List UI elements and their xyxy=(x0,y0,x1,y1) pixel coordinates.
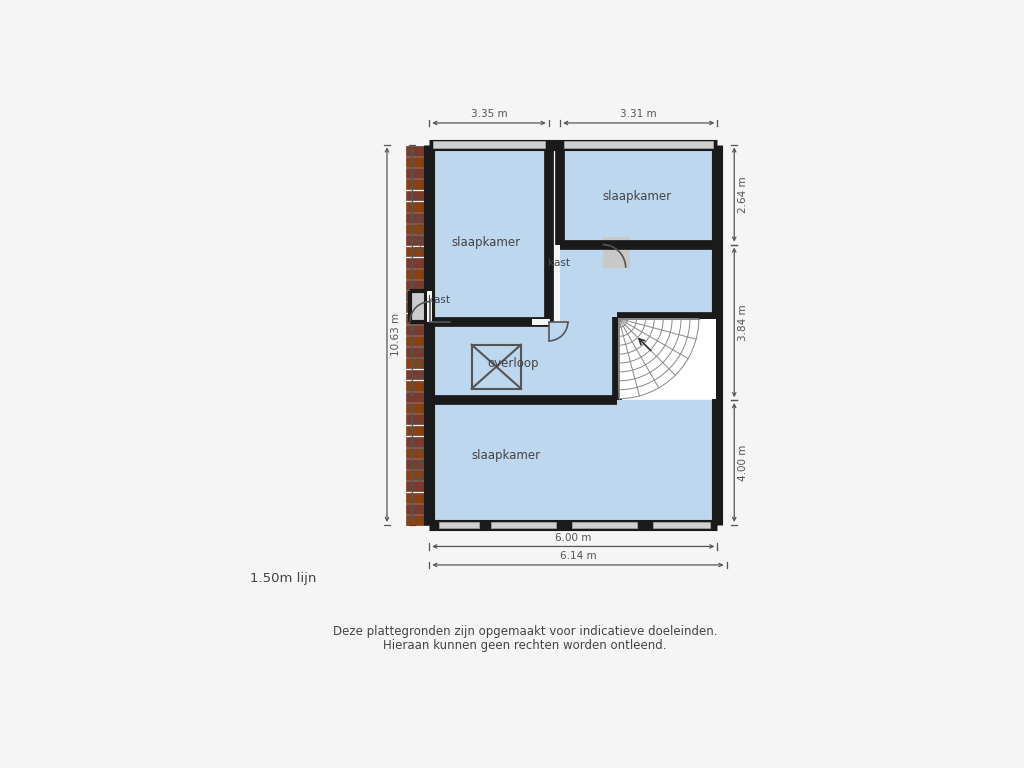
Text: 6.14 m: 6.14 m xyxy=(560,551,596,561)
Text: 4.00 m: 4.00 m xyxy=(416,215,426,251)
Bar xyxy=(407,269,429,279)
Bar xyxy=(407,247,429,257)
Polygon shape xyxy=(602,237,630,268)
Text: slaapkamer: slaapkamer xyxy=(452,236,521,249)
Bar xyxy=(407,482,429,492)
Polygon shape xyxy=(438,521,479,528)
Bar xyxy=(407,303,429,313)
Text: 10.63 m: 10.63 m xyxy=(391,313,400,356)
Bar xyxy=(407,213,429,223)
Text: 4.00 m: 4.00 m xyxy=(738,445,749,481)
Bar xyxy=(407,381,429,391)
Bar xyxy=(407,235,429,245)
Bar xyxy=(407,224,429,234)
Bar xyxy=(407,493,429,502)
Text: slaapkamer: slaapkamer xyxy=(471,449,540,462)
Text: 3.35 m: 3.35 m xyxy=(471,109,507,119)
Bar xyxy=(407,359,429,369)
Bar xyxy=(407,336,429,346)
Bar xyxy=(407,415,429,424)
Polygon shape xyxy=(429,245,717,400)
Bar xyxy=(407,403,429,413)
Bar xyxy=(407,180,429,189)
Polygon shape xyxy=(531,319,550,325)
Bar xyxy=(407,157,429,167)
Text: overloop: overloop xyxy=(487,356,539,369)
Polygon shape xyxy=(652,521,710,528)
Bar xyxy=(407,291,429,301)
Text: 2.64 m: 2.64 m xyxy=(738,177,749,213)
Polygon shape xyxy=(427,291,432,322)
Polygon shape xyxy=(560,144,717,245)
Text: 2.39 m: 2.39 m xyxy=(416,343,426,379)
Bar xyxy=(407,347,429,357)
Bar xyxy=(407,437,429,446)
Bar xyxy=(407,504,429,514)
Bar xyxy=(407,470,429,480)
Polygon shape xyxy=(564,141,714,147)
Polygon shape xyxy=(410,291,429,322)
Bar xyxy=(407,258,429,267)
Text: 1.50m lijn: 1.50m lijn xyxy=(250,572,316,585)
Bar xyxy=(407,325,429,335)
Bar xyxy=(407,515,429,525)
Bar xyxy=(407,425,429,435)
Bar xyxy=(407,190,429,200)
Polygon shape xyxy=(433,141,545,147)
Bar xyxy=(407,448,429,458)
Bar xyxy=(407,459,429,469)
Text: 4.02 m: 4.02 m xyxy=(416,444,426,481)
Polygon shape xyxy=(429,144,549,322)
Text: Hieraan kunnen geen rechten worden ontleend.: Hieraan kunnen geen rechten worden ontle… xyxy=(383,638,667,651)
Text: 6.00 m: 6.00 m xyxy=(555,533,592,543)
Polygon shape xyxy=(618,319,716,399)
Bar xyxy=(407,280,429,290)
Text: kast: kast xyxy=(549,258,570,268)
Text: kast: kast xyxy=(428,295,450,305)
Bar xyxy=(407,146,429,156)
Bar xyxy=(407,392,429,402)
Polygon shape xyxy=(429,400,717,525)
Text: slaapkamer: slaapkamer xyxy=(603,190,672,203)
Text: Deze plattegronden zijn opgemaakt voor indicatieve doeleinden.: Deze plattegronden zijn opgemaakt voor i… xyxy=(333,624,717,637)
Bar xyxy=(472,345,521,389)
Bar xyxy=(407,313,429,323)
Bar xyxy=(407,369,429,379)
Text: 3.84 m: 3.84 m xyxy=(738,304,749,341)
Polygon shape xyxy=(490,521,556,528)
Polygon shape xyxy=(571,521,637,528)
Bar xyxy=(407,168,429,178)
Text: 3.31 m: 3.31 m xyxy=(621,109,657,119)
Bar xyxy=(407,202,429,212)
